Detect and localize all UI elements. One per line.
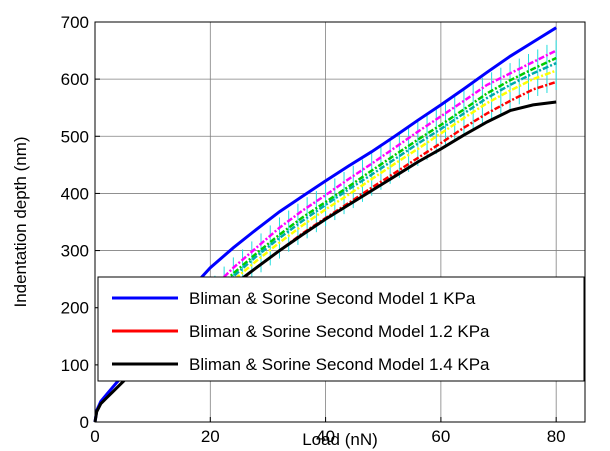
y-axis-ticks: 0 100 200 300 400 500 600 700 [61, 13, 100, 432]
legend-entry: Bliman & Sorine Second Model 1.2 KPa [189, 322, 490, 341]
x-tick-label: 60 [431, 427, 450, 446]
x-axis-ticks: 0 20 40 60 80 [90, 417, 566, 446]
series-line-1 [186, 49, 557, 309]
y-tick-label: 500 [61, 127, 89, 146]
legend-box [97, 276, 585, 382]
x-tick-label: 20 [201, 427, 220, 446]
y-tick-label: 100 [61, 356, 89, 375]
y-tick-label: 300 [61, 242, 89, 261]
x-tick-label: 80 [547, 427, 566, 446]
legend-entry: Bliman & Sorine Second Model 1.4 KPa [189, 355, 490, 374]
y-tick-label: 200 [61, 299, 89, 318]
y-axis-label: Indentation depth (nm) [11, 136, 30, 307]
series-line-4 [186, 69, 557, 316]
x-tick-label: 40 [316, 427, 335, 446]
y-tick-label: 700 [61, 13, 89, 32]
legend-entry: Bliman & Sorine Second Model 1 KPa [189, 289, 476, 308]
y-tick-label: 400 [61, 184, 89, 203]
y-tick-label: 600 [61, 70, 89, 89]
x-axis-label: Load (nN) [302, 430, 378, 449]
legend: Bliman & Sorine Second Model 1 KPa Bliman… [97, 276, 585, 382]
x-tick-label: 0 [90, 427, 99, 446]
y-tick-label: 0 [80, 413, 89, 432]
series-line-2 [186, 56, 557, 312]
series-line-3 [186, 61, 557, 314]
plot-frame [94, 21, 586, 423]
